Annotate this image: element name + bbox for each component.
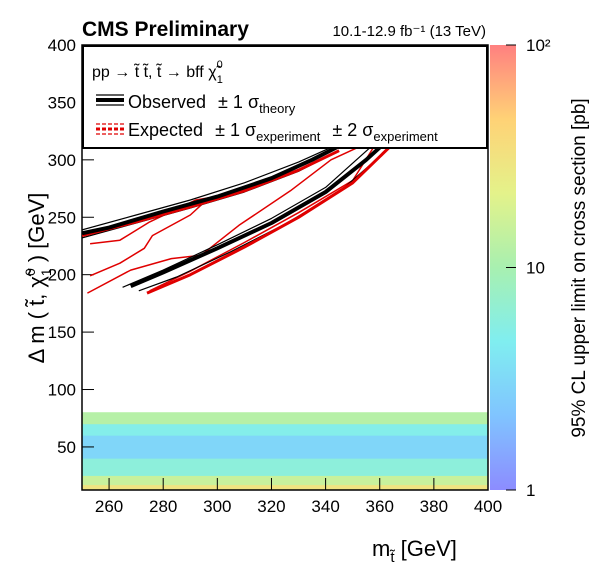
z-tick-label: 10² xyxy=(526,36,551,55)
y-axis-label: Δ m ( t̃, χ̃01 ) [GeV] xyxy=(22,193,54,364)
heat-cell xyxy=(82,423,488,436)
contour-line xyxy=(82,141,387,289)
x-tick-label: 280 xyxy=(149,497,177,516)
x-tick-label: 260 xyxy=(95,497,123,516)
y-tick-label: 400 xyxy=(48,36,76,55)
legend-band: ± 1 σ xyxy=(218,92,259,112)
legend-header: pp → t̃ t̃, t̃ → bff χ̃0 1 xyxy=(92,59,223,86)
heat-cell xyxy=(82,435,488,459)
legend-header-sup: 0 xyxy=(217,59,223,71)
y-tick-label: 200 xyxy=(48,266,76,285)
x-tick-label: 380 xyxy=(420,497,448,516)
legend-band-sub: theory xyxy=(259,101,296,116)
x-label-main: m xyxy=(372,536,390,561)
contour-line xyxy=(82,143,394,292)
y-label-sub: 1 xyxy=(38,268,54,276)
x-tick-label: 340 xyxy=(311,497,339,516)
x-tick-label: 360 xyxy=(366,497,394,516)
legend: pp → t̃ t̃, t̃ → bff χ̃0 1 Observed ± 1 σth… xyxy=(82,45,488,149)
x-tick-label: 320 xyxy=(257,497,285,516)
legend-label: Expected xyxy=(128,120,203,140)
heat-cell xyxy=(82,412,488,425)
y-label-main: Δ m ( t̃, χ̃ xyxy=(24,268,49,363)
color-bar: 1 10 10² 95% CL upper limit on cross sectio… xyxy=(490,36,590,500)
legend-band-sub: experiment xyxy=(373,129,438,144)
y-tick-label: 350 xyxy=(48,93,76,112)
lumi-label: 10.1-12.9 fb⁻¹ (13 TeV) xyxy=(332,23,486,40)
contours xyxy=(82,141,394,295)
heatmap xyxy=(82,412,488,490)
legend-entry: Expected ± 1 σexperiment ± 2 σexperiment xyxy=(128,120,438,144)
y-label-sup: 0 xyxy=(22,268,38,276)
legend-box xyxy=(82,45,488,149)
x-label-sub: t̃ xyxy=(389,549,396,566)
x-tick-label: 400 xyxy=(474,497,502,516)
legend-band-sub: experiment xyxy=(256,129,321,144)
y-tick-label: 250 xyxy=(48,208,76,227)
legend-header-sub: 1 xyxy=(217,74,223,86)
z-tick-label: 10 xyxy=(526,259,545,278)
heat-cell xyxy=(82,484,488,490)
legend-header-main: pp → t̃ t̃, t̃ → bff χ̃ xyxy=(92,62,223,81)
x-tick-label: 300 xyxy=(203,497,231,516)
y-tick-label: 300 xyxy=(48,151,76,170)
heat-cell xyxy=(82,458,488,476)
legend-label: Observed xyxy=(128,92,206,112)
legend-band: ± 1 σ xyxy=(215,120,256,140)
legend-band: ± 2 σ xyxy=(332,120,373,140)
heat-cell xyxy=(82,475,488,486)
z-axis-label: 95% CL upper limit on cross section [pb] xyxy=(569,98,590,437)
axes: 260 280 300 320 340 360 380 4005010015020025030… xyxy=(22,36,502,566)
y-tick-label: 50 xyxy=(57,438,76,457)
y-tick-label: 100 xyxy=(48,381,76,400)
z-tick-label: 1 xyxy=(526,481,535,500)
x-label-unit: [GeV] xyxy=(395,536,457,561)
x-axis-label: mt̃ [GeV] xyxy=(372,536,457,566)
y-label-unit: ) [GeV] xyxy=(24,193,49,269)
legend-entry: Observed ± 1 σtheory xyxy=(128,92,296,116)
chart-title: CMS Preliminary xyxy=(82,18,249,41)
y-tick-label: 150 xyxy=(48,323,76,342)
